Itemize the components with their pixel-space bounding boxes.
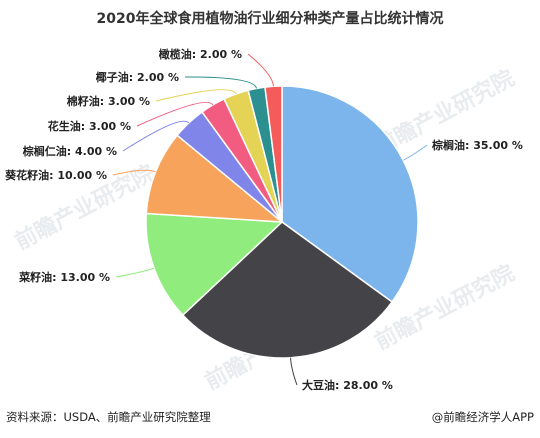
leader-line-6 — [155, 89, 237, 102]
data-label-1: 大豆油: 28.00 % — [302, 378, 393, 392]
leader-lines — [112, 53, 428, 386]
leader-line-1 — [290, 357, 298, 386]
pie-slice-1[interactable] — [181, 221, 394, 359]
data-label-0: 棕榈油: 35.00 % — [431, 138, 523, 152]
data-label-6: 棉籽油: 3.00 % — [67, 94, 150, 108]
chart-title: 2020年全球食用植物油行业细分种类产量占比统计情况 — [96, 11, 444, 27]
pie-slices — [145, 85, 419, 359]
data-label-5: 花生油: 3.00 % — [48, 119, 131, 133]
leader-line-3 — [112, 169, 156, 176]
data-label-4: 棕榈仁油: 4.00 % — [22, 144, 117, 158]
leader-line-0 — [402, 144, 428, 161]
leader-line-5 — [136, 101, 214, 127]
pie-slice-3[interactable] — [145, 134, 285, 223]
data-labels: 棕榈油: 35.00 % 大豆油: 28.00 % 菜籽油: 13.00 % 葵花籽油… — [4, 47, 523, 392]
leader-line-8 — [247, 53, 274, 87]
pie-slice-2[interactable] — [145, 212, 284, 317]
data-label-8: 橄榄油: 2.00 % — [159, 47, 242, 61]
data-label-7: 椰子油: 2.00 % — [96, 70, 179, 84]
footer-source: 资料来源：USDA、前瞻产业研究院整理 — [6, 410, 211, 424]
data-label-3: 葵花籽油: 10.00 % — [4, 168, 107, 182]
leader-line-2 — [115, 267, 155, 278]
pie-slice-0[interactable] — [281, 85, 419, 303]
leader-line-7 — [184, 76, 257, 89]
data-label-2: 菜籽油: 13.00 % — [18, 270, 110, 284]
footer-brand: @前瞻经济学人APP — [431, 410, 534, 424]
leader-line-4 — [122, 120, 190, 152]
